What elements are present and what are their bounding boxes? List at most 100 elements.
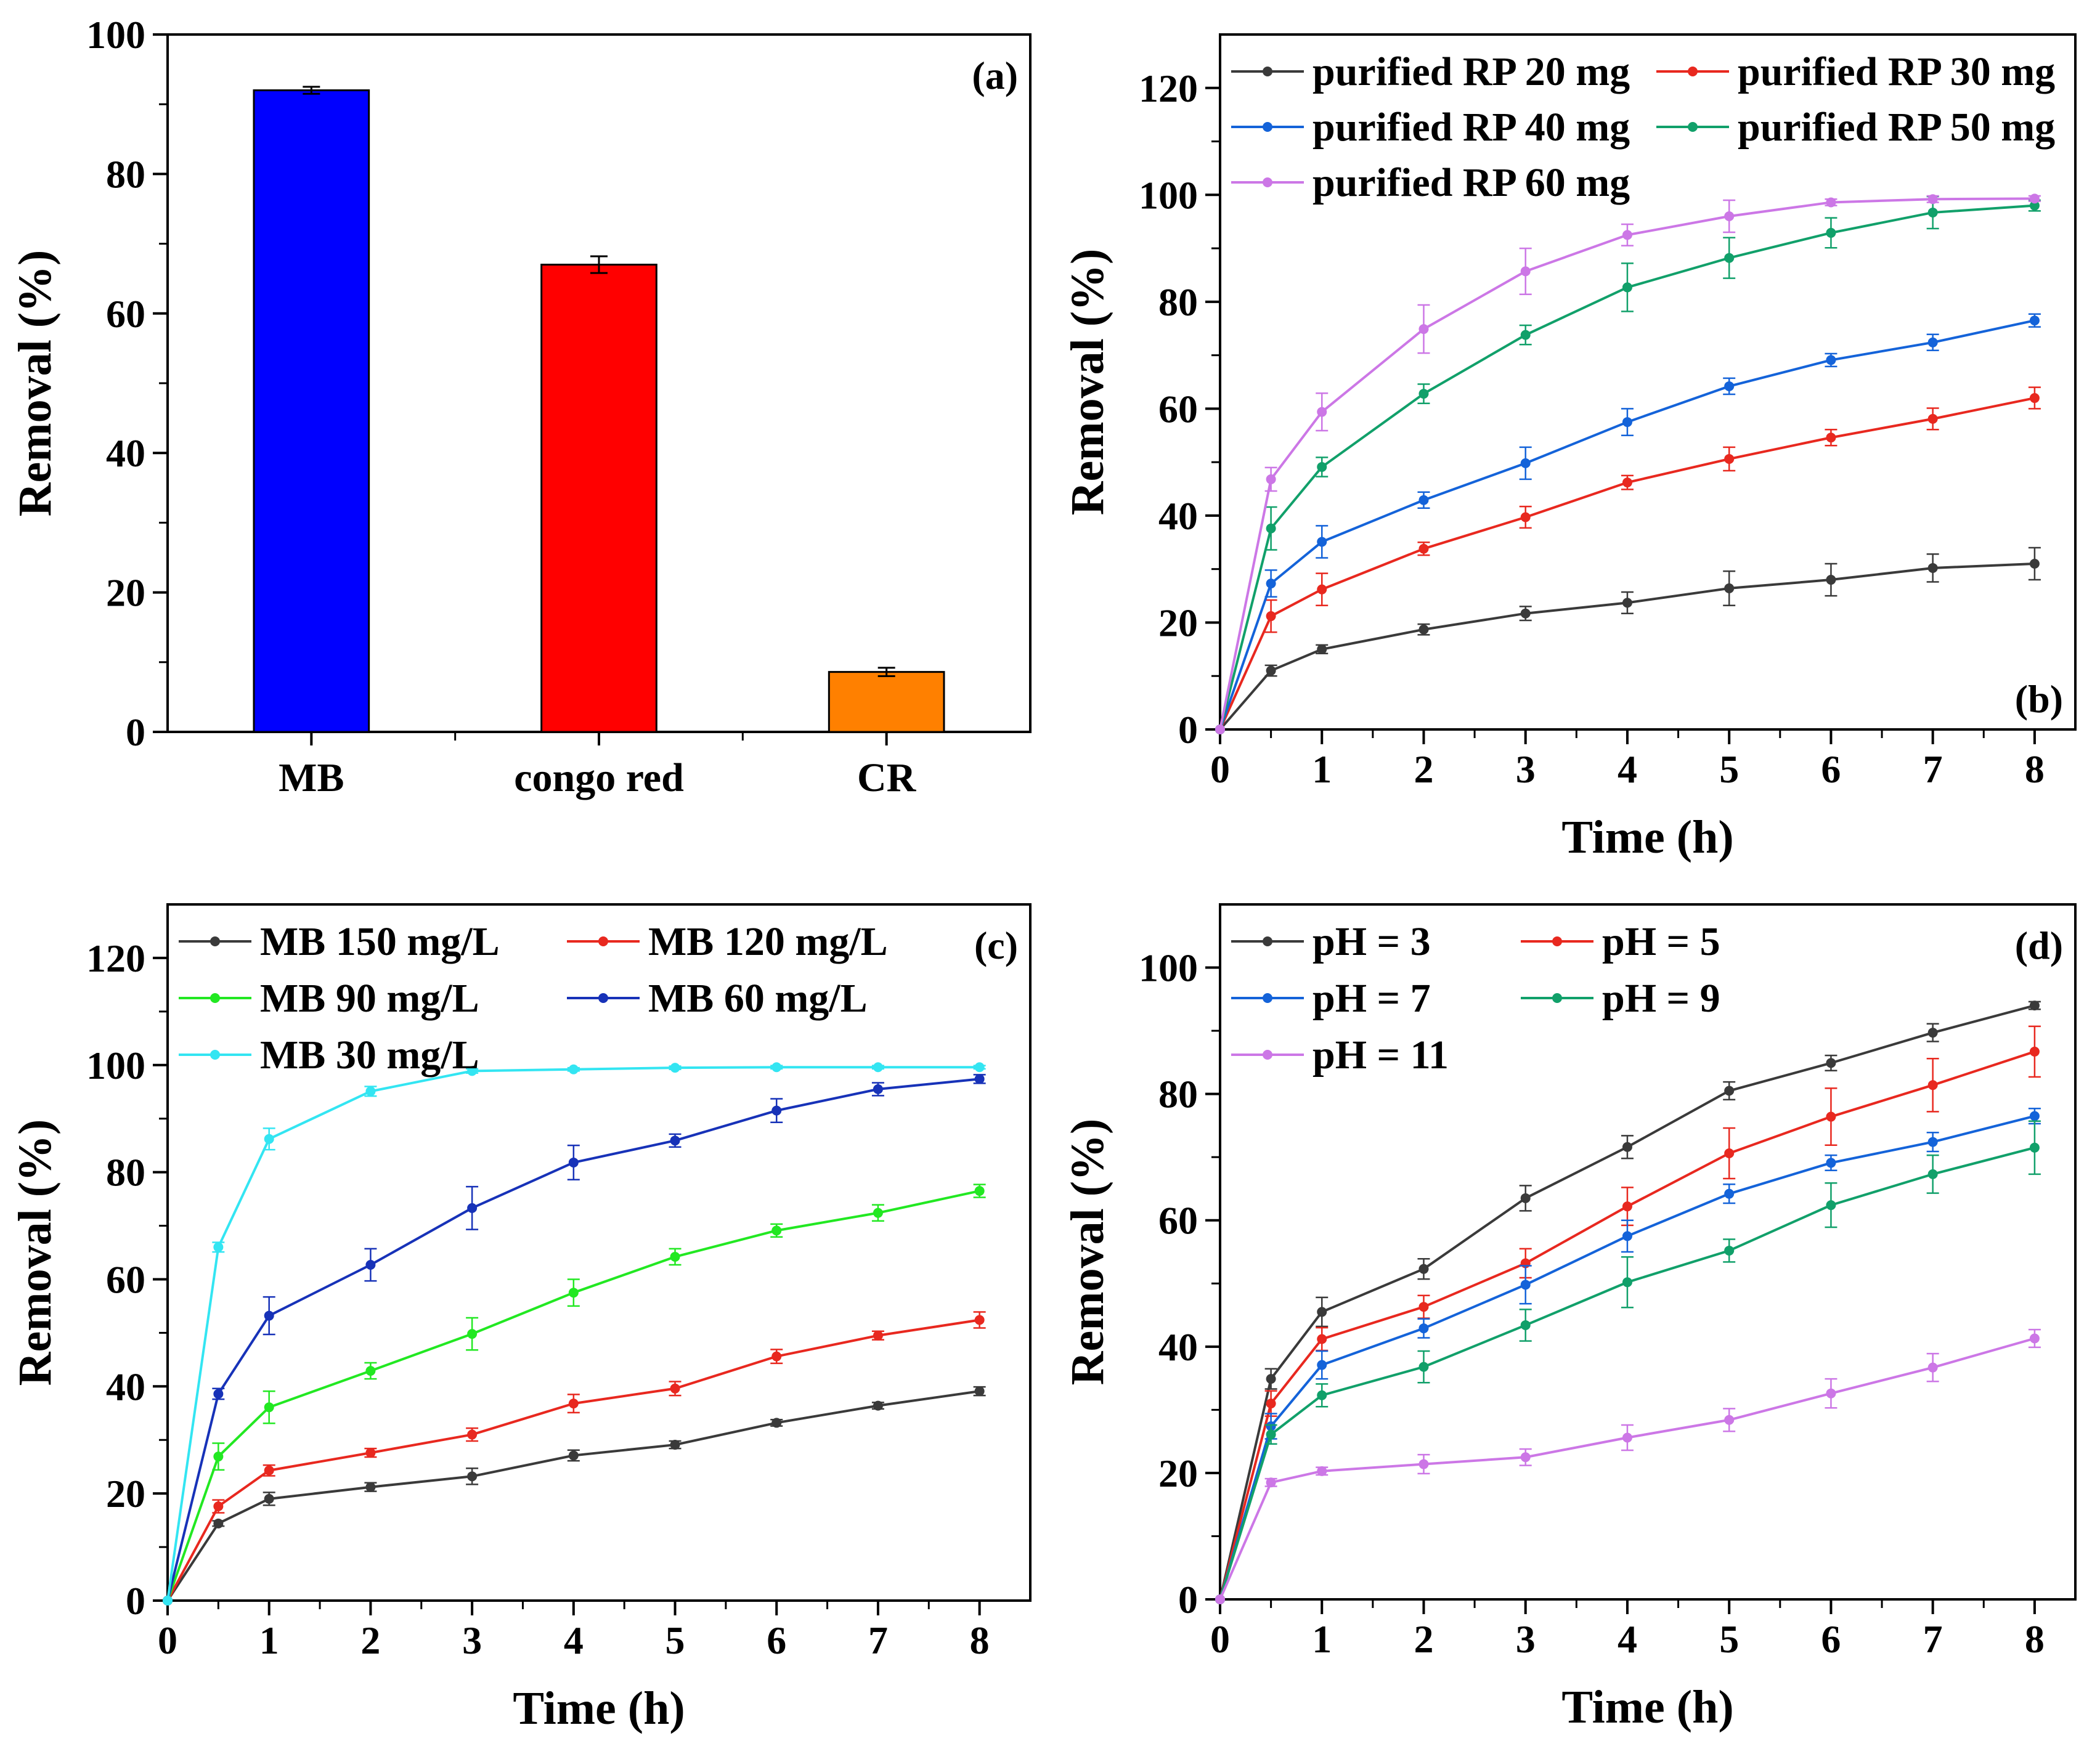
data-point [1520, 1320, 1531, 1330]
data-point [2029, 559, 2040, 569]
legend-marker [1552, 993, 1562, 1003]
data-point [670, 1440, 680, 1450]
data-point [568, 1450, 579, 1461]
data-point [1622, 1432, 1632, 1443]
x-tick-label: 4 [1618, 1617, 1637, 1661]
x-tick-label: 1 [259, 1618, 279, 1662]
legend-label: MB 30 mg/L [260, 1033, 479, 1078]
series-purified-rp-20-mg [1215, 546, 2041, 734]
data-point [1724, 381, 1735, 391]
data-point [1520, 458, 1531, 468]
legend-marker [1688, 122, 1698, 132]
plot-frame [166, 903, 1032, 1602]
data-point [1266, 1399, 1276, 1409]
data-point [670, 1251, 680, 1262]
data-point [1266, 474, 1276, 484]
series-line [166, 1190, 980, 1601]
x-tick-label: 1 [1312, 747, 1332, 791]
x-tick-label: 8 [970, 1618, 990, 1662]
x-tick-label: 6 [1821, 747, 1841, 791]
data-point [873, 1208, 883, 1218]
legend-marker [1688, 67, 1698, 76]
data-point [1317, 1360, 1327, 1370]
series-ph--11 [1215, 1328, 2041, 1604]
data-point [2029, 1001, 2040, 1011]
legend-label: MB 60 mg/L [648, 976, 868, 1021]
panel-label: (c) [974, 924, 1018, 967]
data-point [1826, 1158, 1836, 1168]
data-point [1317, 537, 1327, 547]
panel-b-line-chart: 0 20 40 60 80 100 120 Removal (%) 0 1 2 3 4 5 6 7 8 Time … [1062, 33, 2077, 863]
legend-marker [1263, 936, 1272, 946]
data-point [1826, 1200, 1836, 1211]
data-point [1215, 1594, 1225, 1604]
series-line [1219, 1115, 2035, 1600]
data-point [2029, 1046, 2040, 1057]
data-point [365, 1366, 376, 1376]
y-tick-label: 80 [1158, 1073, 1198, 1116]
legend-label: pH = 9 [1602, 976, 1720, 1021]
x-tick-label: 7 [1923, 747, 1943, 791]
data-point [1927, 562, 1938, 573]
panel-label: (d) [2015, 924, 2063, 967]
y-tick-label: 0 [126, 1579, 145, 1623]
legend-label: purified RP 40 mg [1312, 105, 1630, 150]
x-axis-title: Time (h) [513, 1683, 685, 1734]
y-tick-label: 20 [106, 571, 145, 615]
data-point [1826, 575, 1836, 585]
data-point [1826, 355, 1836, 365]
data-point [467, 1329, 478, 1339]
data-point [568, 1157, 579, 1167]
y-tick-label: 40 [106, 1365, 145, 1408]
data-point [264, 1493, 274, 1504]
series-line [166, 1078, 980, 1601]
x-category-label: congo red [514, 755, 684, 800]
data-point [1520, 1280, 1531, 1290]
data-point [1418, 1264, 1429, 1274]
y-tick-label: 100 [86, 1044, 145, 1087]
data-point [163, 1596, 173, 1606]
data-point [264, 1465, 274, 1476]
data-point [2029, 1111, 2040, 1121]
data-point [670, 1063, 680, 1073]
bar-cr [828, 671, 945, 733]
series-line [1219, 319, 2035, 730]
x-tick-label: 8 [2025, 747, 2045, 791]
y-tick-label: 40 [1158, 494, 1198, 538]
data-point [1724, 1086, 1735, 1096]
data-point [1927, 413, 1938, 424]
data-point [467, 1203, 478, 1213]
data-point [1418, 1323, 1429, 1334]
series-ph--9 [1215, 1120, 2041, 1604]
data-point [213, 1452, 224, 1462]
data-point [568, 1288, 579, 1298]
x-tick-label: 7 [1923, 1617, 1943, 1661]
data-point [1724, 583, 1735, 593]
data-point [1826, 1388, 1836, 1399]
x-tick-label: 0 [1210, 1617, 1230, 1661]
data-point [568, 1399, 579, 1409]
data-point [1266, 1477, 1276, 1488]
legend-label: pH = 5 [1602, 919, 1720, 964]
data-point [2029, 393, 2040, 404]
data-point [1927, 1028, 1938, 1038]
bar-congo-red [540, 264, 657, 733]
data-point [1317, 1466, 1327, 1476]
series-line [1219, 397, 2035, 730]
x-tick-label: 1 [1312, 1617, 1332, 1661]
series-line [1219, 562, 2035, 731]
data-point [1826, 197, 1836, 208]
y-tick-label: 120 [1139, 67, 1198, 110]
series-mb-60-mgl [163, 1074, 986, 1606]
data-point [1266, 579, 1276, 589]
data-point [1826, 1111, 1836, 1122]
x-tick-label: 7 [868, 1618, 888, 1662]
data-point [974, 1074, 985, 1084]
data-point [974, 1062, 985, 1073]
data-point [365, 1259, 376, 1270]
series-purified-rp-30-mg [1215, 386, 2041, 734]
y-axis-title: Removal (%) [9, 250, 61, 517]
data-point [771, 1062, 782, 1073]
y-tick-label: 60 [1158, 1199, 1198, 1243]
